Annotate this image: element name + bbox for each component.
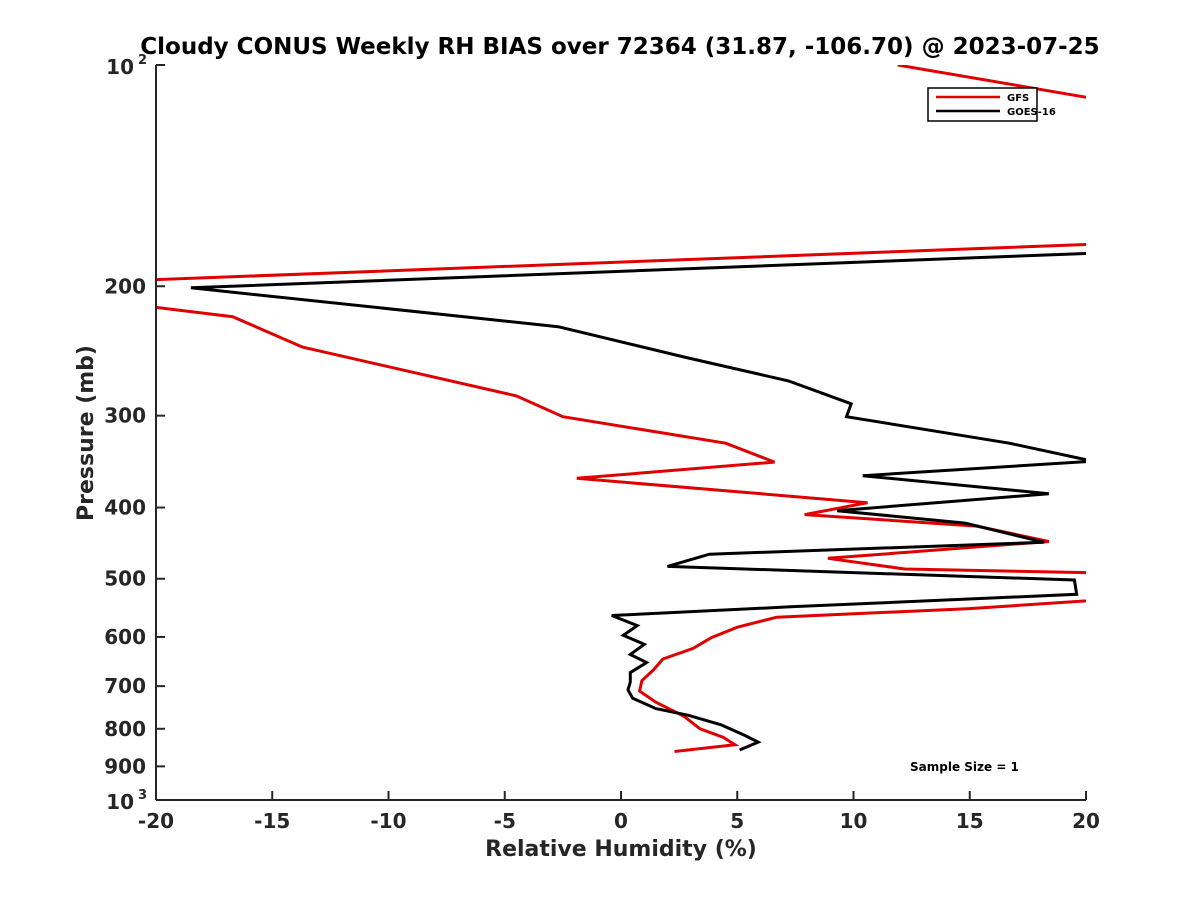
series-line-goes-16	[190, 251, 1086, 752]
x-tick-label: 20	[1072, 809, 1100, 833]
chart-title: Cloudy CONUS Weekly RH BIAS over 72364 (…	[140, 34, 1099, 60]
x-tick-label: 5	[730, 809, 744, 833]
legend-label-gfs: GFS	[1007, 93, 1029, 104]
x-tick-label: -10	[370, 809, 406, 833]
y-tick-label: 200	[104, 274, 146, 298]
y-tick-label: 900	[104, 754, 146, 778]
x-tick-label: -20	[138, 809, 174, 833]
y-tick-label: 500	[104, 567, 146, 591]
x-tick-label: -5	[494, 809, 516, 833]
y-tick-label: 400	[104, 496, 146, 520]
series-line-gfs	[156, 65, 1086, 753]
sample-size-annotation: Sample Size = 1	[910, 760, 1019, 774]
y-tick-label-exponent: 2	[138, 53, 147, 68]
x-tick-label: 0	[614, 809, 628, 833]
plot-area	[156, 65, 1086, 800]
legend-box	[927, 87, 1038, 122]
y-tick-label: 300	[104, 404, 146, 428]
y-tick-label-exponent: 3	[138, 788, 147, 803]
x-tick-label: -15	[254, 809, 290, 833]
y-tick-label: 10	[106, 790, 134, 814]
y-tick-label: 800	[104, 717, 146, 741]
x-tick-label: 15	[956, 809, 984, 833]
legend-label-goes-16: GOES-16	[1007, 107, 1056, 118]
legend: GFS GOES-16	[927, 87, 1056, 122]
x-axis-label: Relative Humidity (%)	[485, 837, 757, 862]
y-tick-label: 600	[104, 625, 146, 649]
y-tick-label: 10	[106, 55, 134, 79]
x-tick-label: 10	[840, 809, 868, 833]
y-tick-label: 700	[104, 674, 146, 698]
y-axis-label: Pressure (mb)	[74, 345, 99, 521]
